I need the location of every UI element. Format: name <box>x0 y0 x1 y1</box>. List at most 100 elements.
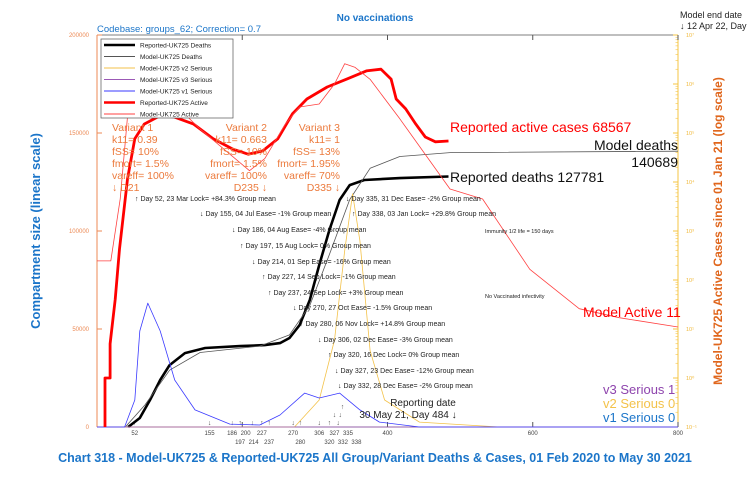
variant-2-name: Variant 2 <box>226 122 267 134</box>
event-arrow: ↑ <box>267 420 271 427</box>
variant-2-block: Variant 2 k11= 0.663 fSS= 10% fmort= 1.5… <box>205 122 267 194</box>
series-line-reported-uk725-active <box>103 67 449 427</box>
event-arrow: ↓ <box>339 412 343 419</box>
event-label: ↓ Day 214, 01 Sep Ease= -16% Group mean <box>252 259 391 266</box>
y-tick-label: 100000 <box>69 229 90 235</box>
y-tick-label: 50000 <box>72 327 89 333</box>
event-day-label: 237 <box>264 440 275 446</box>
event-day-label: 214 <box>249 440 260 446</box>
event-label: ↑ Day 52, 23 Mar Lock= +84.3% Group mean <box>135 196 276 203</box>
series-line-reported-uk725-deaths <box>127 175 449 429</box>
reporting-date-value: 30 May 21, Day 484 ↓ <box>359 410 456 421</box>
axis-ticks: 0 50000 100000 150000 200000 10⁻¹ 10⁰ 10¹ 10² 10³… <box>69 32 697 446</box>
legend: Reported-UK725 Deaths Model-UK725 Deaths M… <box>100 38 234 119</box>
event-arrow: ↓ <box>291 420 295 427</box>
reported-deaths-label: Reported deaths 127781 <box>450 169 604 185</box>
x-tick-label: 600 <box>528 431 539 437</box>
variant-3-fss: fSS= 13% <box>293 146 340 158</box>
variant-2-vareff: vareff= 100% <box>205 170 267 182</box>
event-label: ↓ Day 332, 28 Dec Ease= -2% Group mean <box>338 383 473 390</box>
variant-1-block: Variant 1 k11= 0.39 fSS= 10% fmort= 1.5%… <box>112 122 174 194</box>
event-day-label: 280 <box>295 440 306 446</box>
reported-active-label: Reported active cases 68567 <box>450 119 632 135</box>
variant-3-fmort: fmort= 1.95% <box>277 158 340 170</box>
y-axis-label: Compartment size (linear scale) <box>28 133 43 329</box>
event-label: ↑ Day 227, 14 Sep Lock= -1% Group mean <box>262 274 396 281</box>
event-day-label: 338 <box>351 440 362 446</box>
event-label: ↓ Day 306, 02 Dec Ease= -3% Group mean <box>318 337 453 344</box>
event-label: ↑ Day 280, 06 Nov Lock= +14.8% Group mea… <box>300 321 445 328</box>
y-tick-label: 150000 <box>69 131 90 137</box>
immunity-note: Immunity 1/2 life = 150 days <box>485 229 554 235</box>
event-label: ↑ Day 197, 15 Aug Lock= 0% Group mean <box>240 243 371 250</box>
model-deaths-label: Model deaths <box>594 137 678 153</box>
series-line-model-uk725-deaths <box>97 150 679 428</box>
y-right-tick-label: 10⁴ <box>686 179 695 186</box>
model-end-date-label: Model end date <box>680 10 742 20</box>
variant-3-day: D335 ↓ <box>307 182 340 194</box>
event-day-label: 186 <box>227 431 238 437</box>
event-label: ↑ Day 237, 24 Sep Lock= +3% Group mean <box>268 290 404 297</box>
event-labels: ↑ Day 52, 23 Mar Lock= +84.3% Group mean… <box>135 196 496 390</box>
y-right-tick-label: 10³ <box>686 229 694 235</box>
event-day-label: 270 <box>288 431 299 437</box>
y-right-tick-label: 10⁵ <box>686 130 694 137</box>
variant-1-day: ↓ D21 <box>112 182 140 194</box>
x-tick-label: 200 <box>241 431 252 437</box>
x-tick-label: 800 <box>673 431 684 437</box>
y-right-tick-label: 10² <box>686 278 694 284</box>
event-label: ↓ Day 327, 23 Dec Ease= -12% Group mean <box>335 368 474 375</box>
event-arrow: ↓ <box>317 420 321 427</box>
variant-1-fss: fSS= 10% <box>112 146 159 158</box>
variant-2-day: D235 ↓ <box>234 182 267 194</box>
legend-label: Model-UK725 v1 Serious <box>140 89 213 96</box>
y-right-tick-label: 10¹ <box>686 327 694 333</box>
event-day-label: 332 <box>338 440 349 446</box>
event-arrow: ↑ <box>299 420 303 427</box>
event-arrow: ↓ <box>251 420 255 427</box>
event-arrow: ↓ <box>333 412 337 419</box>
event-day-label: 52 <box>131 431 138 437</box>
event-day-label: 335 <box>343 431 354 437</box>
variant-1-vareff: vareff= 100% <box>112 170 174 182</box>
y-axis-right-label: Model-UK725 Active Cases since 01 Jan 21… <box>711 77 725 385</box>
variant-3-k11: k11= 1 <box>309 134 340 146</box>
variant-2-fss: fSS= 10% <box>220 146 267 158</box>
event-arrow: ↑ <box>328 420 332 427</box>
model-deaths-value: 140689 <box>631 154 678 170</box>
variant-2-fmort: fmort= 1.5% <box>210 158 267 170</box>
chart-title: No vaccinations <box>337 13 414 24</box>
variant-2-k11: k11= 0.663 <box>216 134 268 146</box>
x-tick-label: 400 <box>382 431 393 437</box>
legend-label: Model-UK725 Deaths <box>140 54 203 61</box>
event-label: ↓ Day 335, 31 Dec Ease= -2% Group mean <box>346 196 481 203</box>
model-active-label: Model Active 11 <box>583 304 681 320</box>
event-day-label: 197 <box>235 440 246 446</box>
no-vacc-note: No Vaccinated infectivity <box>485 294 545 300</box>
event-label: ↓ Day 155, 04 Jul Ease= -1% Group mean <box>200 211 331 218</box>
model-end-date-value: ↓ 12 Apr 22, Day <box>680 21 747 31</box>
variant-3-name: Variant 3 <box>299 122 340 134</box>
variant-3-vareff: vareff= 70% <box>284 170 340 182</box>
event-arrow: ↑ <box>341 404 345 411</box>
series-line-model-uk725-v2-serious <box>97 193 678 428</box>
reporting-date-label: Reporting date <box>390 398 456 409</box>
event-day-label: 306 <box>314 431 325 437</box>
y-right-tick-label: 10⁶ <box>686 81 694 88</box>
y-tick-label: 200000 <box>69 33 90 39</box>
legend-label: Model-UK725 v3 Serious <box>140 77 213 84</box>
event-day-label: 155 <box>205 431 216 437</box>
v3-serious-label: v3 Serious 1 <box>603 382 675 397</box>
event-arrow: ↓ <box>230 420 234 427</box>
legend-label: Reported-UK725 Active <box>140 100 208 107</box>
event-day-label: 227 <box>257 431 268 437</box>
event-arrow: ↓ <box>208 420 212 427</box>
y-right-tick-label: 10⁻¹ <box>686 425 697 431</box>
legend-label: Model-UK725 v2 Serious <box>140 66 213 73</box>
v2-serious-label: v2 Serious 0 <box>603 396 675 411</box>
variant-1-k11: k11= 0.39 <box>112 134 158 146</box>
variant-1-name: Variant 1 <box>112 122 153 134</box>
v1-serious-label: v1 Serious 0 <box>603 410 675 425</box>
codebase-label: Codebase: groups_62; Correction= 0.7 <box>97 24 261 35</box>
event-label: ↑ Day 320, 16 Dec Lock= 0% Group mean <box>328 352 459 359</box>
